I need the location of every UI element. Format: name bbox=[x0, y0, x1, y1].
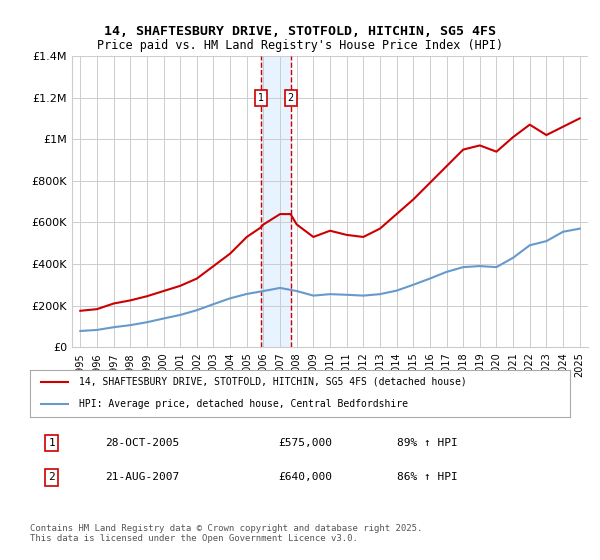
Text: £640,000: £640,000 bbox=[278, 472, 332, 482]
Bar bbox=[260, 56, 290, 347]
Text: 14, SHAFTESBURY DRIVE, STOTFOLD, HITCHIN, SG5 4FS (detached house): 14, SHAFTESBURY DRIVE, STOTFOLD, HITCHIN… bbox=[79, 376, 466, 386]
Text: 1: 1 bbox=[48, 438, 55, 448]
Text: 21-AUG-2007: 21-AUG-2007 bbox=[106, 472, 180, 482]
Text: 86% ↑ HPI: 86% ↑ HPI bbox=[397, 472, 458, 482]
Text: 28-OCT-2005: 28-OCT-2005 bbox=[106, 438, 180, 448]
Text: Contains HM Land Registry data © Crown copyright and database right 2025.
This d: Contains HM Land Registry data © Crown c… bbox=[30, 524, 422, 543]
Text: 2: 2 bbox=[48, 472, 55, 482]
Text: HPI: Average price, detached house, Central Bedfordshire: HPI: Average price, detached house, Cent… bbox=[79, 399, 407, 409]
Text: £575,000: £575,000 bbox=[278, 438, 332, 448]
Text: 14, SHAFTESBURY DRIVE, STOTFOLD, HITCHIN, SG5 4FS: 14, SHAFTESBURY DRIVE, STOTFOLD, HITCHIN… bbox=[104, 25, 496, 38]
Text: 89% ↑ HPI: 89% ↑ HPI bbox=[397, 438, 458, 448]
Text: 1: 1 bbox=[257, 92, 263, 102]
Text: 2: 2 bbox=[287, 92, 293, 102]
Text: Price paid vs. HM Land Registry's House Price Index (HPI): Price paid vs. HM Land Registry's House … bbox=[97, 39, 503, 52]
